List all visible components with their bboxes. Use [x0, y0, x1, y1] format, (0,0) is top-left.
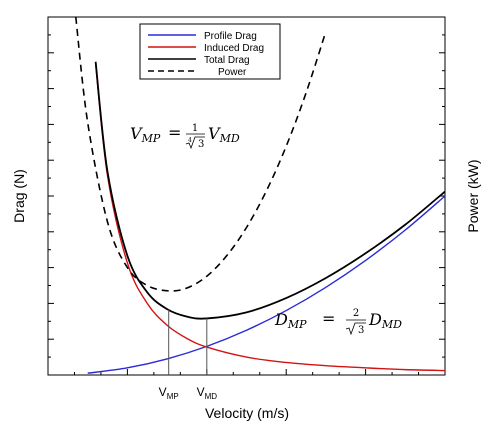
svg-text:VMP: VMP	[130, 124, 161, 145]
series-layer	[74, 17, 445, 374]
x-axis-label: Velocity (m/s)	[205, 405, 289, 421]
svg-text:1: 1	[192, 123, 198, 134]
svg-text:=: =	[322, 309, 335, 328]
svg-text:VMD: VMD	[208, 124, 240, 145]
svg-text:3: 3	[358, 325, 364, 336]
axis-ticks	[48, 34, 445, 375]
profile-drag-line	[87, 195, 445, 374]
legend-label-total-drag: Total Drag	[204, 55, 250, 66]
legend: Profile Drag Induced Drag Total Drag Pow…	[139, 23, 281, 80]
vmp-formula: VMP = 1 4 3 VMD	[130, 123, 240, 150]
svg-text:DMD: DMD	[368, 310, 402, 331]
dmp-formula: DMP = 2 3 DMD	[274, 308, 402, 336]
legend-label-power: Power	[218, 67, 247, 78]
y-axis-label-right: Power (kW)	[465, 159, 481, 232]
marker-layer	[168, 309, 208, 375]
legend-label-induced-drag: Induced Drag	[204, 43, 264, 54]
y-axis-label-left: Drag (N)	[11, 169, 27, 223]
induced-drag-line	[94, 64, 445, 372]
vmp-tick-label: VMP	[159, 385, 179, 401]
svg-text:2: 2	[353, 308, 359, 319]
svg-text:=: =	[168, 123, 181, 142]
power-line	[74, 17, 327, 292]
svg-text:DMP: DMP	[274, 310, 307, 331]
total-drag-line	[94, 61, 445, 320]
vmd-tick-label: VMD	[197, 385, 218, 401]
legend-box	[139, 23, 281, 80]
svg-text:3: 3	[198, 139, 204, 150]
legend-label-profile-drag: Profile Drag	[204, 31, 257, 42]
svg-text:4: 4	[188, 137, 192, 144]
